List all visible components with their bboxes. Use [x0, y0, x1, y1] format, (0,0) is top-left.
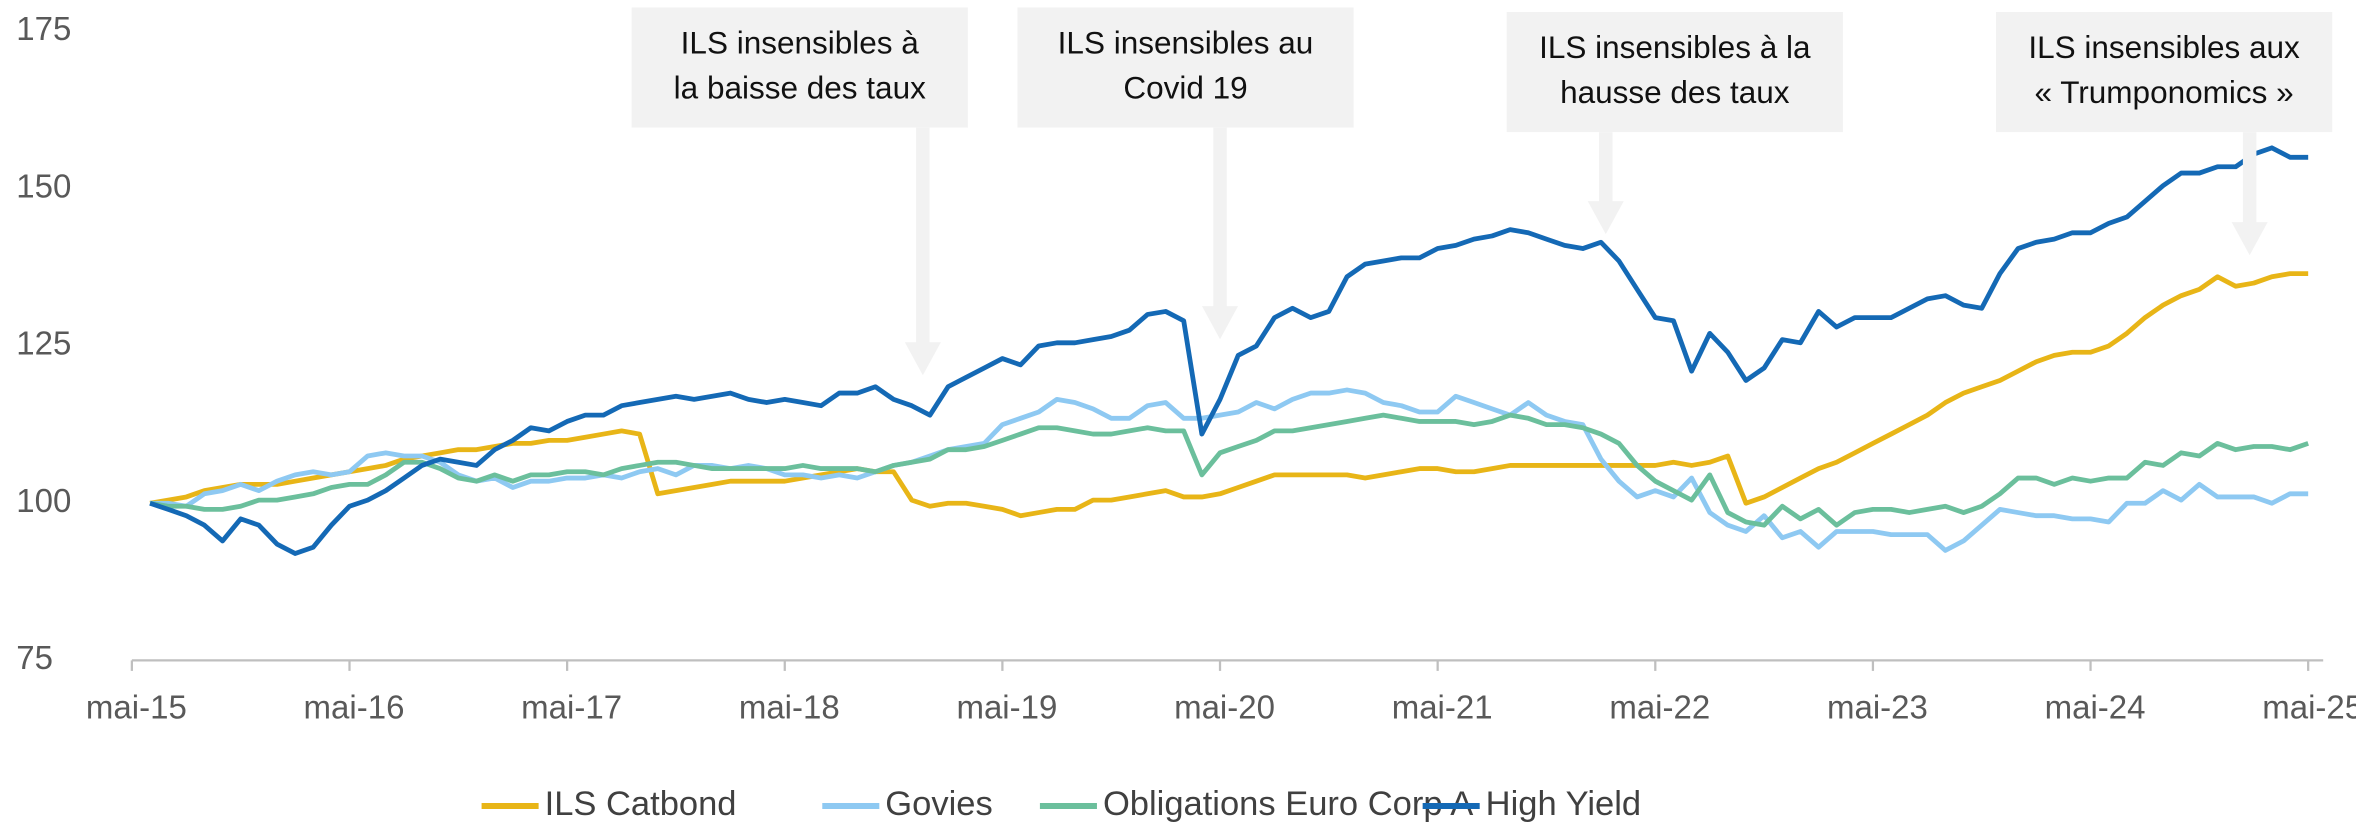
annotation-text: ILS insensibles à la [1539, 29, 1811, 65]
annotation-text: hausse des taux [1560, 74, 1790, 110]
annotation-text: ILS insensibles à [681, 24, 920, 60]
annotation-box [1506, 12, 1843, 133]
annotation-text: la baisse des taux [674, 69, 926, 105]
y-tick-label: 175 [16, 10, 71, 47]
x-tick-label: mai-18 [739, 689, 840, 726]
y-tick-label: 150 [16, 167, 71, 204]
x-tick-label: mai-22 [1609, 689, 1710, 726]
x-tick-label: mai-23 [1827, 689, 1928, 726]
series-line [150, 387, 2309, 553]
annotation-box [631, 7, 968, 128]
legend-label: ILS Catbond [545, 785, 737, 823]
annotation-arrowhead [2231, 222, 2268, 256]
series-line [149, 145, 2309, 556]
annotation-text: ILS insensibles au [1058, 24, 1314, 60]
legend-label: High Yield [1486, 785, 1641, 823]
legend-label: Obligations Euro Corp A [1103, 785, 1473, 823]
legend-label: Govies [885, 785, 992, 823]
x-tick-label: mai-17 [521, 689, 622, 726]
x-tick-label: mai-24 [2045, 689, 2146, 726]
x-tick-label: mai-15 [86, 689, 187, 726]
annotation-text: Covid 19 [1123, 69, 1247, 105]
series-line [149, 412, 2309, 528]
y-tick-label: 75 [16, 639, 53, 676]
annotation-arrowhead [904, 342, 941, 376]
annotation-arrowhead [1202, 306, 1239, 340]
annotation-text: ILS insensibles aux [2028, 29, 2300, 65]
y-tick-label: 100 [16, 482, 71, 519]
annotation-text: « Trumponomics » [2035, 74, 2294, 110]
x-tick-label: mai-25 [2262, 689, 2356, 726]
annotation-box [1995, 12, 2333, 133]
annotation-arrowhead [1587, 201, 1624, 235]
x-tick-label: mai-20 [1174, 689, 1275, 726]
x-tick-label: mai-19 [956, 689, 1057, 726]
x-tick-label: mai-16 [304, 689, 405, 726]
annotation-box [1017, 7, 1354, 128]
y-tick-label: 125 [16, 325, 71, 362]
x-tick-label: mai-21 [1392, 689, 1493, 726]
